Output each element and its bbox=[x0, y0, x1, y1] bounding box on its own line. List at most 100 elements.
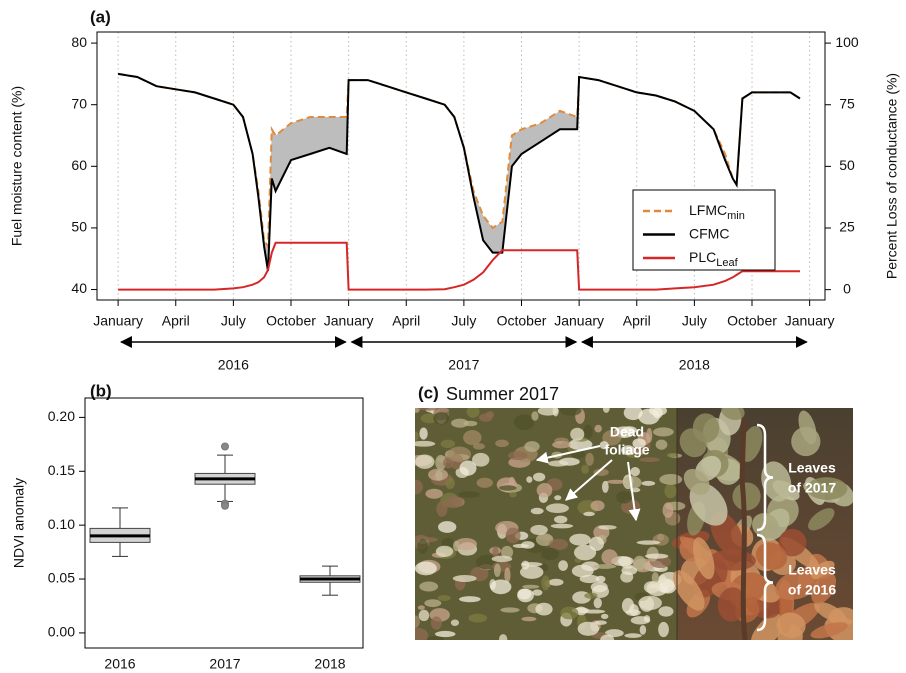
photo-texture bbox=[441, 440, 456, 449]
photo-texture bbox=[410, 615, 420, 628]
photo-stem bbox=[742, 420, 745, 640]
photo-annotation: of 2017 bbox=[788, 480, 836, 496]
x-tick-label: January bbox=[554, 313, 604, 329]
photo-texture bbox=[436, 501, 447, 517]
photo-texture bbox=[624, 633, 641, 638]
y2-axis-label: Percent Loss of conductance (%) bbox=[884, 73, 900, 279]
x-tick-label: July bbox=[451, 313, 476, 329]
photo-texture bbox=[638, 596, 662, 610]
photo-texture bbox=[584, 593, 597, 599]
photo-texture bbox=[667, 453, 677, 457]
x-tick-label: October bbox=[266, 313, 316, 329]
photo-texture bbox=[601, 549, 617, 565]
photo-texture bbox=[521, 541, 535, 549]
x-tick-label: 2018 bbox=[314, 656, 345, 672]
photo-texture bbox=[412, 431, 419, 441]
photo-texture bbox=[642, 481, 656, 486]
photo-texture bbox=[602, 481, 609, 493]
x-tick-label: April bbox=[392, 313, 420, 329]
photo-texture bbox=[658, 622, 669, 637]
photo-texture bbox=[548, 460, 568, 466]
photo-texture bbox=[427, 636, 444, 642]
photo-texture bbox=[640, 625, 647, 635]
panel-label: (a) bbox=[90, 7, 111, 26]
y2-tick-label: 50 bbox=[839, 157, 855, 173]
photo-texture bbox=[656, 439, 668, 449]
photo-texture bbox=[583, 425, 592, 439]
photo-texture bbox=[551, 524, 573, 529]
photo-texture bbox=[663, 502, 674, 518]
photo-texture bbox=[630, 467, 640, 476]
photo-texture bbox=[546, 503, 569, 513]
photo-texture bbox=[658, 606, 673, 616]
photo-texture bbox=[616, 491, 632, 503]
photo-texture bbox=[583, 512, 595, 516]
photo-texture bbox=[419, 427, 427, 439]
photo-texture bbox=[463, 421, 477, 427]
photo-texture bbox=[631, 616, 651, 624]
photo-texture bbox=[570, 428, 584, 441]
legend-name: CFMC bbox=[689, 225, 729, 241]
photo-texture bbox=[407, 628, 429, 643]
photo-texture bbox=[560, 405, 582, 415]
photo-texture bbox=[533, 473, 545, 482]
photo-texture bbox=[603, 403, 610, 413]
year-band-label: 2018 bbox=[679, 357, 710, 373]
photo-texture bbox=[509, 477, 515, 486]
photo-texture bbox=[520, 565, 543, 579]
photo-texture bbox=[419, 582, 438, 592]
y-tick-label: 0.20 bbox=[48, 408, 75, 424]
year-band-label: 2016 bbox=[218, 357, 249, 373]
photo-texture bbox=[549, 579, 564, 586]
panel-label: (c) bbox=[418, 383, 439, 402]
photo-texture bbox=[500, 607, 519, 612]
photo-texture bbox=[591, 500, 605, 511]
photo-texture bbox=[636, 540, 660, 544]
legend-name: LFMC bbox=[689, 202, 727, 218]
photo-texture bbox=[459, 596, 481, 602]
legend-label: CFMC bbox=[689, 225, 729, 241]
photo-texture bbox=[626, 609, 641, 616]
y-tick-label: 0.10 bbox=[48, 516, 75, 532]
photo-texture bbox=[593, 564, 616, 569]
legend-subscript: min bbox=[727, 210, 745, 222]
photo-texture bbox=[499, 634, 507, 644]
photo-texture bbox=[494, 564, 501, 577]
y-axis-label: NDVI anomaly bbox=[11, 478, 27, 568]
photo-texture bbox=[509, 492, 516, 497]
outlier bbox=[222, 443, 229, 450]
photo-texture bbox=[526, 476, 532, 483]
x-tick-label: January bbox=[93, 313, 143, 329]
x-tick-label: April bbox=[162, 313, 190, 329]
photo-texture bbox=[435, 631, 456, 637]
photo-texture bbox=[530, 525, 548, 535]
photo-texture bbox=[419, 610, 430, 621]
y2-tick-label: 25 bbox=[839, 219, 855, 235]
photo-texture bbox=[418, 605, 425, 609]
photo-title: Summer 2017 bbox=[446, 384, 559, 404]
photo-texture bbox=[453, 575, 477, 582]
photo-texture bbox=[541, 576, 550, 591]
photo-texture bbox=[521, 617, 536, 622]
photo-texture bbox=[522, 585, 539, 589]
photo-texture bbox=[535, 603, 552, 616]
photo-texture bbox=[554, 495, 561, 500]
photo-texture bbox=[417, 539, 428, 554]
photo-texture bbox=[433, 412, 449, 424]
photo-texture bbox=[541, 548, 559, 561]
photo-annotation: Leaves bbox=[788, 460, 836, 476]
photo-texture bbox=[479, 413, 493, 421]
photo-texture bbox=[659, 575, 666, 583]
x-tick-label: 2017 bbox=[209, 656, 240, 672]
y2-tick-label: 0 bbox=[843, 280, 851, 296]
photo-texture bbox=[560, 607, 578, 620]
photo-texture bbox=[645, 554, 668, 559]
x-tick-label: January bbox=[785, 313, 835, 329]
x-tick-label: October bbox=[727, 313, 777, 329]
photo-texture bbox=[495, 440, 509, 448]
y-tick-label: 60 bbox=[71, 157, 87, 173]
y2-tick-label: 75 bbox=[839, 95, 855, 111]
photo-texture bbox=[412, 406, 420, 413]
y-tick-label: 50 bbox=[71, 219, 87, 235]
figure: (a) (b) (c) Summer 2017 JanuaryAprilJuly… bbox=[0, 0, 906, 673]
